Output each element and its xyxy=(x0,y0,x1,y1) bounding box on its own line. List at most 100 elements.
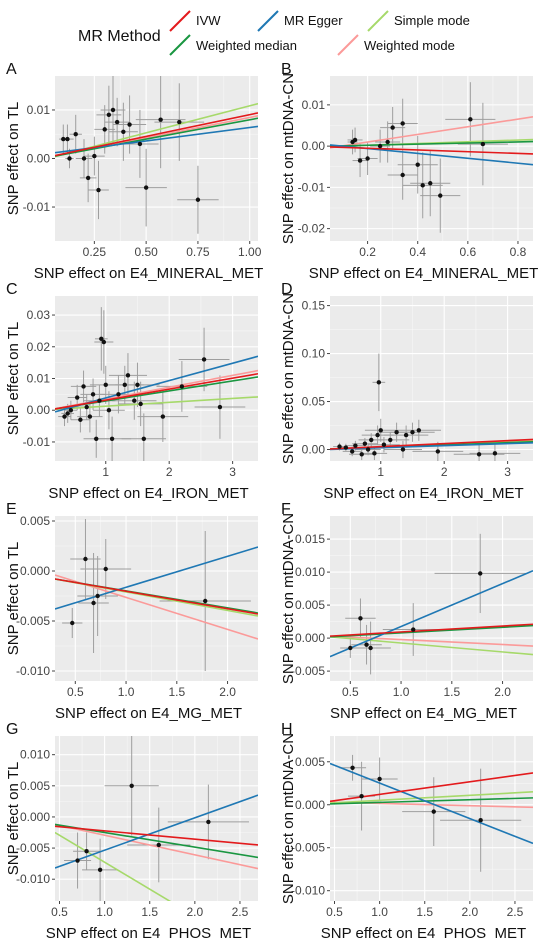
panel-b-data-point xyxy=(385,139,390,145)
panel-d-data-point xyxy=(403,432,409,438)
panel-e-ytick-label: 0.005 xyxy=(20,514,50,528)
panel-b-data-point xyxy=(357,158,363,163)
panel-a-data-point xyxy=(106,112,112,118)
panel-g-data-point xyxy=(97,867,103,873)
panel-b-data-point xyxy=(468,117,473,122)
panel-d-data-point xyxy=(381,442,387,447)
panel-b-data-point xyxy=(400,172,405,178)
panel-a-line-weighted-median xyxy=(55,117,258,157)
panel-c-data-point xyxy=(217,404,223,410)
panel-d-data-point xyxy=(378,428,383,433)
panel-b-ytick-label: -0.02 xyxy=(298,222,326,236)
panel-b-data-point xyxy=(390,125,395,130)
panel-e: E 0.5 1.0 1.5 2.0 -0.010 -0.005 0.000 0.005 SNP e… xyxy=(0,500,275,722)
panel-b-xtick-label: 0.6 xyxy=(459,245,476,259)
panel-d-xtick-label: 2 xyxy=(441,465,448,479)
panel-d-data-point xyxy=(365,447,371,452)
panel-e-xtick-label: 1.5 xyxy=(168,685,185,699)
panel-c-data-point xyxy=(132,398,137,403)
panel-d-ytick-label: 0.00 xyxy=(302,442,326,456)
panel-a-data-point xyxy=(158,117,163,122)
legend-label-weighted-median: Weighted median xyxy=(196,38,297,53)
panel-d-data-point xyxy=(476,452,482,457)
panel-a-plot: A 0.25 0.50 0.75 1.00 -0.01 0.00 0.01 SNP effect… xyxy=(5,61,263,282)
panel-a-data-point xyxy=(85,175,91,181)
panel-a-data-point xyxy=(96,187,101,193)
panel-h-regression-lines xyxy=(330,762,533,845)
panel-g-xtick-label: 1.5 xyxy=(141,905,158,919)
panel-g-ytick-label: -0.010 xyxy=(16,872,50,886)
panel-h-xtick-label: 1.0 xyxy=(371,905,388,919)
panel-a-xtick-label: 0.50 xyxy=(134,245,158,259)
panel-f-ytick-label: 0.000 xyxy=(295,631,325,645)
panel-c-content xyxy=(55,307,258,461)
panel-b-data-point xyxy=(480,141,486,147)
panel-b-xtick-label: 0.4 xyxy=(409,245,426,259)
panel-h-line-ivw xyxy=(330,772,533,803)
panel-g-xtick-label: 1.0 xyxy=(96,905,113,919)
panel-e-y-axis-label: SNP effect on TL xyxy=(5,542,22,655)
panel-f-xtick-label: 0.5 xyxy=(342,685,359,699)
panel-a: A 0.25 0.50 0.75 1.00 -0.01 0.00 0.01 SNP effect… xyxy=(0,60,275,282)
panel-g-data-point xyxy=(206,819,211,825)
panel-f-regression-lines xyxy=(330,570,533,658)
panel-h-data-point xyxy=(431,809,436,814)
panel-b-line-weighted-median xyxy=(330,140,533,147)
panel-g-line-weighted-mode xyxy=(55,823,258,870)
panel-d: D 1 2 3 0.00 0.05 0.10 0.15 SNP effect on E4_IRO… xyxy=(275,280,550,502)
panel-g-background xyxy=(55,736,258,901)
panel-a-data-point xyxy=(61,136,66,142)
panel-g-points xyxy=(75,783,211,873)
panel-c-plot: C 1 2 3 -0.01 0.00 0.01 0.02 0.03 SNP effect on E… xyxy=(5,281,258,502)
panel-c-data-point xyxy=(87,414,93,419)
panel-a-line-ivw xyxy=(55,112,258,157)
panel-h-line-simple-mode xyxy=(330,791,533,804)
panel-b-minor-grid xyxy=(330,76,533,241)
panel-h-data-point xyxy=(359,793,364,799)
panel-h-line-mr-egger xyxy=(330,762,533,845)
panel-c-data-point xyxy=(75,395,80,400)
panel-d-data-point xyxy=(376,380,382,385)
panel-f-data-point xyxy=(358,616,363,621)
panel-c-points xyxy=(62,336,223,441)
panel-a-data-point xyxy=(143,185,149,190)
panel-e-regression-lines xyxy=(55,546,258,640)
panel-h-xtick-label: 2.5 xyxy=(507,905,524,919)
legend-label-ivw: IVW xyxy=(196,13,221,28)
panel-b-content xyxy=(330,82,533,233)
panel-d-letter: D xyxy=(281,281,293,298)
panel-a-data-point xyxy=(110,107,116,113)
panel-a-xtick-label: 0.25 xyxy=(83,245,107,259)
panel-f-xtick-label: 1.0 xyxy=(393,685,410,699)
panel-c-data-point xyxy=(141,436,147,441)
panel-e-xtick-label: 0.5 xyxy=(67,685,84,699)
panel-a-content xyxy=(55,76,258,234)
panel-c-x-axis-label: SNP effect on E4_IRON_MET xyxy=(48,485,248,502)
panel-f-data-point xyxy=(478,571,483,576)
panel-g-x-axis-label: SNP effect on E4_PHOS_MET xyxy=(46,925,251,940)
panel-g-data-point xyxy=(129,783,134,789)
legend-label-weighted-mode: Weighted mode xyxy=(364,38,455,53)
panel-c-data-point xyxy=(179,384,185,389)
panel-a-data-point xyxy=(67,156,72,161)
panel-b-xtick-label: 0.2 xyxy=(359,245,376,259)
panel-c-data-point xyxy=(97,398,102,403)
legend: MR Method IVW MR Egger Simple mode Weigh… xyxy=(0,0,550,60)
panel-h: H 0.5 1.0 1.5 2.0 2.5 -0.010 -0.005 0.000 0.005 SN… xyxy=(275,720,550,940)
panel-g-minor-grid xyxy=(55,736,258,901)
panel-d-x-axis-label: SNP effect on E4_IRON_MET xyxy=(323,485,523,502)
panel-g-xtick-label: 2.5 xyxy=(232,905,249,919)
panel-e-data-point xyxy=(203,598,208,604)
panel-h-ytick-label: 0.005 xyxy=(295,755,325,769)
panel-c-y-axis-label: SNP effect on TL xyxy=(5,322,22,435)
panel-a-data-point xyxy=(73,132,78,137)
panel-e-points xyxy=(70,556,208,626)
panel-c-xtick-label: 3 xyxy=(229,465,236,479)
panel-e-x-axis-label: SNP effect on E4_MG_MET xyxy=(55,705,242,722)
panel-c-data-point xyxy=(90,392,96,397)
panel-a-ytick-label: 0.01 xyxy=(27,103,51,117)
panel-e-line-mr-egger xyxy=(55,546,258,610)
panel-c-data-point xyxy=(94,436,99,441)
panel-b-line-ivw xyxy=(330,146,533,155)
panel-c-data-point xyxy=(78,417,83,422)
